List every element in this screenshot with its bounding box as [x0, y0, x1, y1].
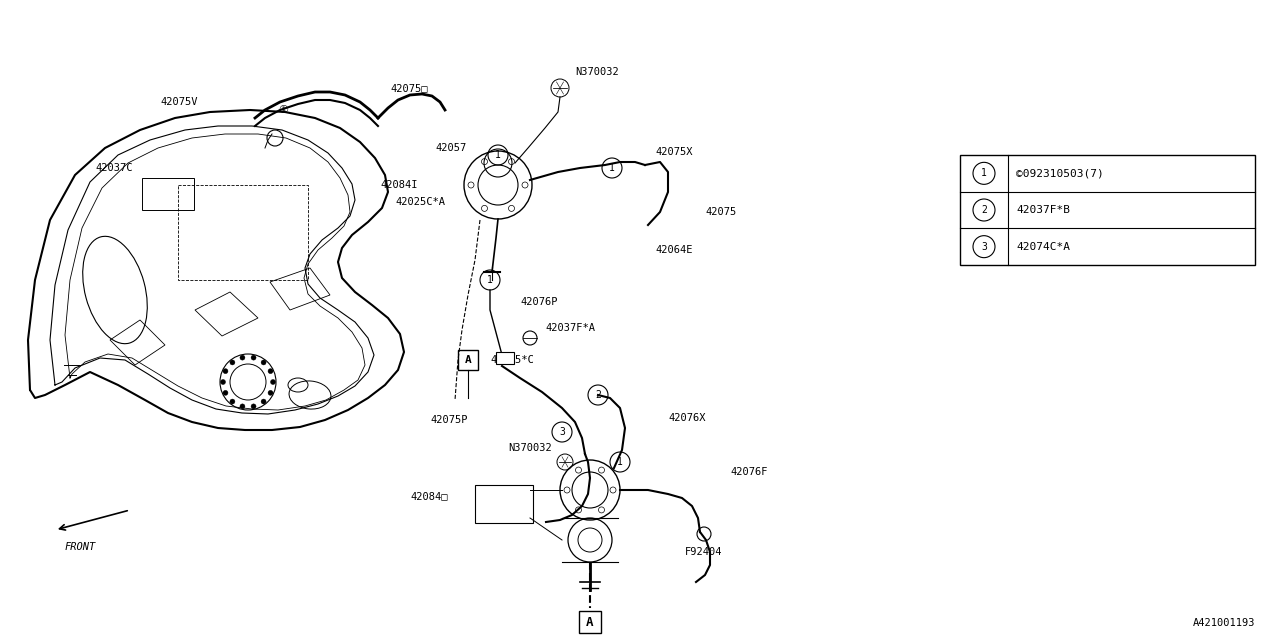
Text: 42025C*A: 42025C*A [396, 197, 445, 207]
Text: 42075V: 42075V [160, 97, 197, 107]
Text: 42076P: 42076P [520, 297, 558, 307]
Text: 42037F*A: 42037F*A [545, 323, 595, 333]
Text: 42076F: 42076F [730, 467, 768, 477]
Text: 2: 2 [595, 390, 600, 400]
Circle shape [223, 369, 228, 374]
Text: 3: 3 [559, 427, 564, 437]
Text: F92404: F92404 [685, 547, 722, 557]
Text: FRONT: FRONT [64, 542, 96, 552]
Circle shape [230, 360, 236, 365]
Circle shape [268, 369, 273, 374]
Text: 2: 2 [980, 205, 987, 215]
Circle shape [230, 399, 236, 404]
FancyBboxPatch shape [497, 352, 515, 364]
Text: 42075□: 42075□ [390, 83, 428, 93]
Text: 42075P: 42075P [430, 415, 467, 425]
Text: N370032: N370032 [575, 67, 618, 77]
Text: N370032: N370032 [508, 443, 552, 453]
Text: 1: 1 [980, 168, 987, 179]
Text: 42037F*B: 42037F*B [1016, 205, 1070, 215]
Text: 42057: 42057 [435, 143, 466, 153]
Text: 3: 3 [980, 242, 987, 252]
Circle shape [239, 404, 244, 409]
Text: A421001193: A421001193 [1193, 618, 1254, 628]
Text: 42074C*A: 42074C*A [1016, 242, 1070, 252]
Circle shape [251, 404, 256, 409]
Circle shape [223, 390, 228, 396]
Text: 42076X: 42076X [668, 413, 705, 423]
Circle shape [220, 380, 225, 385]
Text: 1: 1 [609, 163, 614, 173]
Text: A: A [465, 355, 471, 365]
Circle shape [251, 355, 256, 360]
Text: 42075: 42075 [705, 207, 736, 217]
Text: 1: 1 [488, 275, 493, 285]
Circle shape [524, 331, 538, 345]
Text: 1: 1 [617, 457, 623, 467]
Text: 42084I: 42084I [380, 180, 417, 190]
Circle shape [261, 360, 266, 365]
Text: 42084□: 42084□ [410, 491, 448, 501]
Circle shape [268, 390, 273, 396]
Circle shape [270, 380, 275, 385]
Text: 42064E: 42064E [655, 245, 692, 255]
Text: 42075X: 42075X [655, 147, 692, 157]
Circle shape [239, 355, 244, 360]
Circle shape [261, 399, 266, 404]
Text: 42005*C: 42005*C [490, 355, 534, 365]
Text: ©092310503(7): ©092310503(7) [1016, 168, 1103, 179]
Text: 42037C: 42037C [95, 163, 133, 173]
Text: ①: ① [278, 105, 288, 115]
Text: 1: 1 [495, 150, 500, 160]
Text: A: A [586, 616, 594, 628]
